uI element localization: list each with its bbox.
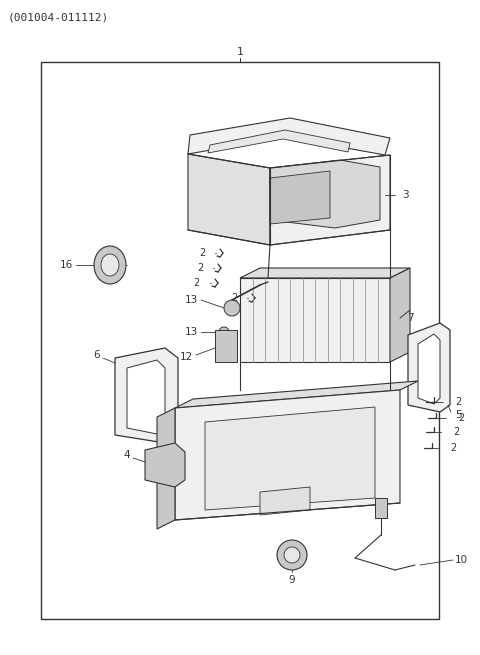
Polygon shape — [145, 443, 185, 487]
Text: 2: 2 — [199, 248, 205, 258]
Circle shape — [224, 300, 240, 316]
Text: 10: 10 — [455, 555, 468, 565]
Polygon shape — [270, 171, 330, 224]
Polygon shape — [175, 390, 400, 520]
Polygon shape — [175, 381, 418, 408]
Polygon shape — [127, 360, 165, 434]
Polygon shape — [270, 155, 390, 245]
Text: 13: 13 — [185, 327, 198, 337]
Text: 1: 1 — [237, 47, 243, 57]
Text: 2: 2 — [458, 413, 464, 423]
Text: 2: 2 — [231, 293, 237, 303]
Text: 2: 2 — [197, 263, 203, 273]
Bar — [375, 498, 387, 518]
Polygon shape — [157, 408, 175, 529]
Polygon shape — [240, 278, 390, 362]
Polygon shape — [270, 160, 380, 228]
Polygon shape — [208, 130, 350, 153]
Polygon shape — [418, 334, 440, 404]
Polygon shape — [408, 323, 450, 412]
Text: 4: 4 — [123, 450, 130, 460]
Text: 13: 13 — [185, 295, 198, 305]
Bar — [41, 62, 439, 619]
Text: 16: 16 — [60, 260, 73, 270]
Text: 5: 5 — [455, 410, 462, 420]
Text: 2: 2 — [450, 443, 456, 453]
Ellipse shape — [94, 246, 126, 284]
Text: 2: 2 — [455, 397, 461, 407]
Text: 3: 3 — [402, 190, 408, 200]
Polygon shape — [260, 487, 310, 515]
Text: (001004-011112): (001004-011112) — [8, 12, 109, 22]
Ellipse shape — [101, 254, 119, 276]
Text: 6: 6 — [94, 350, 100, 360]
Polygon shape — [205, 407, 375, 510]
Polygon shape — [188, 118, 390, 155]
Circle shape — [219, 327, 229, 337]
Text: 2: 2 — [194, 278, 200, 288]
Polygon shape — [115, 348, 178, 443]
Text: 2: 2 — [453, 427, 459, 437]
Polygon shape — [390, 268, 410, 362]
Circle shape — [277, 540, 307, 570]
Text: 12: 12 — [180, 352, 193, 362]
Bar — [215, 330, 237, 362]
Polygon shape — [240, 268, 410, 278]
Polygon shape — [188, 154, 270, 245]
Text: 7: 7 — [407, 313, 414, 323]
Circle shape — [284, 547, 300, 563]
Text: 9: 9 — [288, 575, 295, 585]
